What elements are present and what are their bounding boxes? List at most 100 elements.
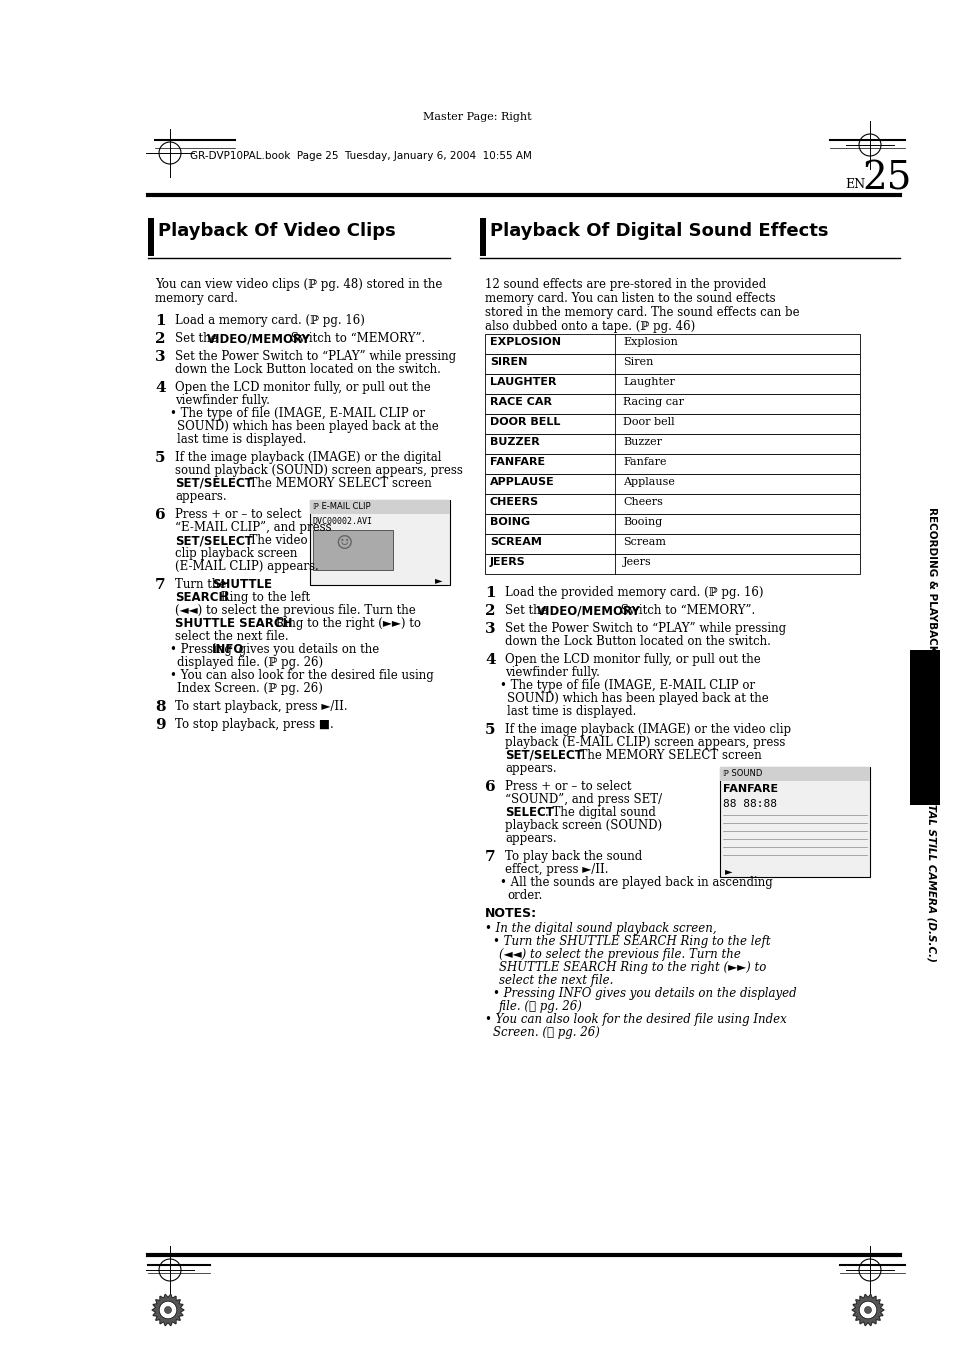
Text: SHUTTLE SEARCH: SHUTTLE SEARCH — [174, 617, 293, 630]
Text: 1: 1 — [154, 313, 166, 328]
Text: SET/SELECT: SET/SELECT — [174, 534, 253, 547]
Text: 12 sound effects are pre-stored in the provided: 12 sound effects are pre-stored in the p… — [484, 278, 765, 290]
Text: 6: 6 — [154, 508, 166, 521]
Text: BOING: BOING — [490, 517, 530, 527]
Text: RECORDING & PLAYBACK: RECORDING & PLAYBACK — [926, 507, 936, 653]
Text: You can view video clips (ℙ pg. 48) stored in the: You can view video clips (ℙ pg. 48) stor… — [154, 278, 442, 290]
Text: displayed file. (ℙ pg. 26): displayed file. (ℙ pg. 26) — [177, 657, 323, 669]
Text: 4: 4 — [484, 653, 496, 667]
Bar — [484, 434, 859, 454]
Text: last time is displayed.: last time is displayed. — [177, 434, 306, 446]
Text: EXPLOSION: EXPLOSION — [490, 336, 560, 347]
Bar — [484, 413, 859, 434]
Text: 7: 7 — [484, 850, 496, 865]
Text: . The MEMORY SELECT screen: . The MEMORY SELECT screen — [572, 748, 760, 762]
Circle shape — [159, 1301, 176, 1319]
Bar — [484, 534, 859, 554]
Text: Index Screen. (ℙ pg. 26): Index Screen. (ℙ pg. 26) — [177, 682, 322, 694]
Bar — [484, 374, 859, 394]
Text: file. (ℙ pg. 26): file. (ℙ pg. 26) — [498, 1000, 582, 1013]
Text: Set the: Set the — [174, 332, 221, 345]
Text: • The type of file (IMAGE, E-MAIL CLIP or: • The type of file (IMAGE, E-MAIL CLIP o… — [499, 680, 755, 692]
Text: Switch to “MEMORY”.: Switch to “MEMORY”. — [617, 604, 755, 617]
Text: FANFARE: FANFARE — [490, 457, 544, 467]
Text: DVC00002.AVI: DVC00002.AVI — [313, 517, 373, 526]
Text: • In the digital sound playback screen,: • In the digital sound playback screen, — [484, 921, 716, 935]
Text: Applause: Applause — [622, 477, 674, 486]
Text: GR-DVP10PAL.book  Page 25  Tuesday, January 6, 2004  10:55 AM: GR-DVP10PAL.book Page 25 Tuesday, Januar… — [190, 151, 532, 161]
Text: playback (E-MAIL CLIP) screen appears, press: playback (E-MAIL CLIP) screen appears, p… — [504, 736, 784, 748]
Text: • You can also look for the desired file using: • You can also look for the desired file… — [170, 669, 434, 682]
Bar — [479, 218, 485, 255]
Text: . The MEMORY SELECT screen: . The MEMORY SELECT screen — [242, 477, 432, 490]
Text: Load a memory card. (ℙ pg. 16): Load a memory card. (ℙ pg. 16) — [174, 313, 364, 327]
Text: viewfinder fully.: viewfinder fully. — [504, 666, 599, 680]
Text: appears.: appears. — [504, 762, 556, 775]
Bar — [484, 354, 859, 374]
Text: SOUND) which has been played back at the: SOUND) which has been played back at the — [177, 420, 438, 434]
Text: 2: 2 — [484, 604, 495, 617]
Bar — [313, 530, 393, 570]
Bar — [484, 513, 859, 534]
Text: • Pressing: • Pressing — [170, 643, 235, 657]
Text: Playback Of Video Clips: Playback Of Video Clips — [158, 222, 395, 240]
Text: To start playback, press ►/II.: To start playback, press ►/II. — [174, 700, 347, 713]
Text: ℙ E-MAIL CLIP: ℙ E-MAIL CLIP — [313, 503, 370, 511]
Text: select the next file.: select the next file. — [498, 974, 613, 988]
Text: SIREN: SIREN — [490, 357, 527, 367]
Text: Set the: Set the — [504, 604, 551, 617]
Text: • You can also look for the desired file using Index: • You can also look for the desired file… — [484, 1013, 786, 1025]
Text: (E-MAIL CLIP) appears.: (E-MAIL CLIP) appears. — [174, 561, 318, 573]
Text: 8: 8 — [154, 700, 166, 713]
Text: playback screen (SOUND): playback screen (SOUND) — [504, 819, 661, 832]
Text: 25: 25 — [862, 159, 910, 197]
Text: • Turn the SHUTTLE SEARCH Ring to the left: • Turn the SHUTTLE SEARCH Ring to the le… — [493, 935, 770, 948]
Text: Master Page: Right: Master Page: Right — [422, 112, 531, 122]
Text: SCREAM: SCREAM — [490, 536, 541, 547]
Text: RACE CAR: RACE CAR — [490, 397, 552, 407]
Text: EN: EN — [844, 178, 864, 190]
Text: down the Lock Button located on the switch.: down the Lock Button located on the swit… — [174, 363, 440, 376]
Text: 3: 3 — [154, 350, 166, 363]
Text: clip playback screen: clip playback screen — [174, 547, 297, 561]
Text: Explosion: Explosion — [622, 336, 678, 347]
Text: DOOR BELL: DOOR BELL — [490, 417, 559, 427]
Text: FANFARE: FANFARE — [722, 784, 778, 794]
Text: • All the sounds are played back in ascending: • All the sounds are played back in asce… — [499, 875, 772, 889]
Polygon shape — [152, 1294, 184, 1325]
Text: effect, press ►/II.: effect, press ►/II. — [504, 863, 608, 875]
Text: down the Lock Button located on the switch.: down the Lock Button located on the swit… — [504, 635, 770, 648]
Text: Ring to the left: Ring to the left — [216, 590, 310, 604]
Polygon shape — [851, 1294, 883, 1325]
Text: (◄◄) to select the previous file. Turn the: (◄◄) to select the previous file. Turn t… — [174, 604, 416, 617]
Text: If the image playback (IMAGE) or the video clip: If the image playback (IMAGE) or the vid… — [504, 723, 790, 736]
Text: Booing: Booing — [622, 517, 661, 527]
Text: ►: ► — [724, 867, 732, 875]
Text: 9: 9 — [154, 717, 166, 732]
Text: NOTES:: NOTES: — [484, 907, 537, 920]
Text: CHEERS: CHEERS — [490, 497, 538, 507]
Bar — [484, 554, 859, 574]
Bar — [909, 650, 939, 805]
Bar — [310, 500, 450, 513]
Bar — [720, 767, 869, 781]
Text: SET/SELECT: SET/SELECT — [174, 477, 253, 490]
Text: • Pressing INFO gives you details on the displayed: • Pressing INFO gives you details on the… — [493, 988, 796, 1000]
Circle shape — [859, 1301, 876, 1319]
Text: SET/SELECT: SET/SELECT — [504, 748, 582, 762]
Text: • The type of file (IMAGE, E-MAIL CLIP or: • The type of file (IMAGE, E-MAIL CLIP o… — [170, 407, 425, 420]
Text: SHUTTLE SEARCH Ring to the right (►►) to: SHUTTLE SEARCH Ring to the right (►►) to — [498, 961, 765, 974]
Text: Scream: Scream — [622, 536, 665, 547]
Text: Screen. (ℙ pg. 26): Screen. (ℙ pg. 26) — [493, 1025, 599, 1039]
Text: Turn the: Turn the — [174, 578, 230, 590]
Text: memory card. You can listen to the sound effects: memory card. You can listen to the sound… — [484, 292, 775, 305]
Bar — [484, 334, 859, 354]
Text: 4: 4 — [154, 381, 166, 394]
Text: appears.: appears. — [174, 490, 227, 503]
Text: viewfinder fully.: viewfinder fully. — [174, 394, 270, 407]
Text: Load the provided memory card. (ℙ pg. 16): Load the provided memory card. (ℙ pg. 16… — [504, 586, 762, 598]
Text: If the image playback (IMAGE) or the digital: If the image playback (IMAGE) or the dig… — [174, 451, 441, 463]
Bar — [310, 500, 450, 585]
Text: Press + or – to select: Press + or – to select — [504, 780, 631, 793]
Text: 6: 6 — [484, 780, 496, 794]
